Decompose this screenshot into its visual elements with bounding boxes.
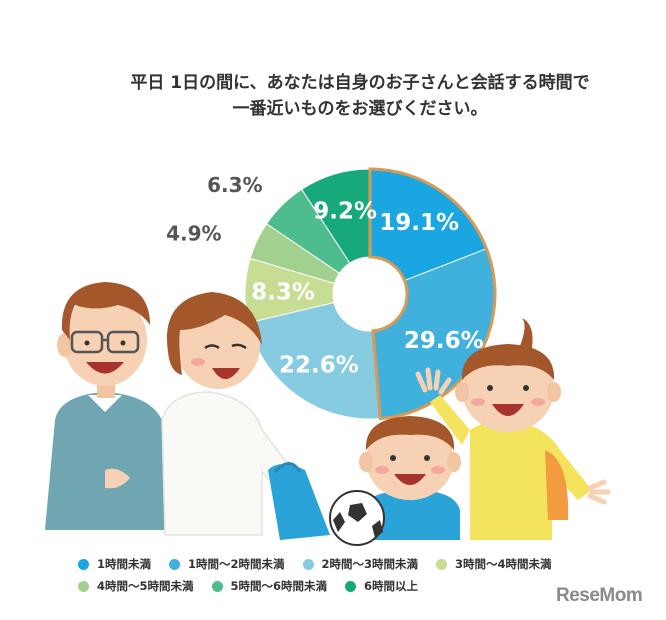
- legend-label-2: 1時間～2時間未満: [188, 557, 285, 571]
- legend-label-1: 1時間未満: [97, 557, 152, 571]
- legend-label-7: 6時間以上: [364, 579, 419, 593]
- legend-dot-6: [211, 580, 223, 592]
- slice-label-4: 8.3%: [251, 280, 315, 306]
- highlight-outline: [368, 167, 497, 421]
- slice-label-2: 29.6%: [404, 328, 484, 354]
- legend-row-1: 1時間未満 1時間～2時間未満 2時間～3時間未満 3時間～4時間未満: [78, 553, 658, 575]
- question-line-1: 平日 1日の間に、あなたは自身のお子さんと会話する時間で: [130, 73, 590, 93]
- legend-label-6: 5時間～6時間未満: [230, 579, 328, 593]
- slice-label-6: 6.3%: [207, 173, 262, 197]
- legend-row-2: 4時間～5時間未満 5時間～6時間未満 6時間以上: [78, 575, 658, 597]
- mother-illustration: [161, 292, 330, 540]
- legend-label-5: 4時間～5時間未満: [97, 579, 194, 593]
- legend-item-5: 4時間～5時間未満: [78, 578, 194, 594]
- slice-labels: 19.1% 29.6% 22.6% 8.3% 4.9% 6.3% 9.2%: [166, 173, 484, 378]
- girl-illustration: [415, 318, 611, 540]
- family-illustration: [45, 282, 611, 546]
- legend-label-4: 3時間～4時間未満: [455, 557, 552, 571]
- slice-label-7: 9.2%: [313, 199, 377, 225]
- donut-slices: [244, 167, 497, 421]
- father-illustration: [45, 282, 170, 530]
- legend-dot-7: [345, 580, 357, 592]
- legend-item-6: 5時間～6時間未満: [211, 578, 328, 594]
- legend-dot-2: [169, 558, 181, 570]
- slice-label-5: 4.9%: [166, 222, 221, 246]
- legend-item-3: 2時間～3時間未満: [302, 556, 419, 572]
- legend-item-4: 3時間～4時間未満: [436, 556, 552, 572]
- boy-illustration: [329, 416, 461, 546]
- legend-item-2: 1時間～2時間未満: [169, 556, 285, 572]
- slice-label-3: 22.6%: [279, 352, 359, 378]
- slice-label-1: 19.1%: [379, 210, 459, 236]
- legend-dot-5: [78, 580, 89, 592]
- legend-dot-4: [436, 558, 448, 570]
- legend-label-3: 2時間～3時間未満: [321, 557, 419, 571]
- resemom-logo: ReseMom: [556, 585, 643, 606]
- legend: 1時間未満 1時間～2時間未満 2時間～3時間未満 3時間～4時間未満 4時間～…: [78, 553, 658, 597]
- legend-item-7: 6時間以上: [345, 578, 418, 594]
- legend-dot-1: [78, 558, 89, 570]
- legend-dot-3: [302, 558, 314, 570]
- legend-item-1: 1時間未満: [78, 556, 151, 572]
- question-line-2: 一番近いものをお選びください。: [232, 99, 488, 119]
- chart-title: 平日 1日の間に、あなたは自身のお子さんと会話する時間で 一番近いものをお選びく…: [100, 70, 620, 122]
